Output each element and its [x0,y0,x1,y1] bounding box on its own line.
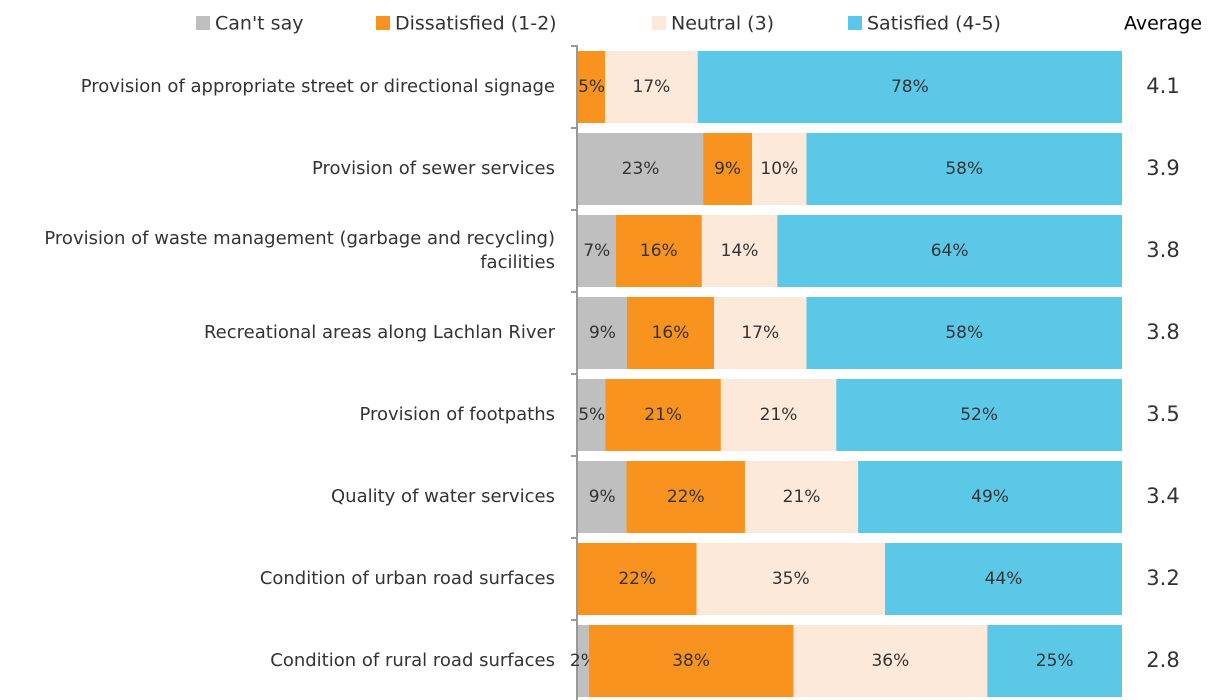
data-label: 35% [772,569,810,589]
category-label: Provision of waste management (garbage a… [44,228,555,273]
bar-segment [752,133,807,205]
bar-segment [885,543,1122,615]
legend-swatch [196,16,210,30]
data-label: 38% [672,651,710,671]
data-label: 78% [891,77,929,97]
legend-swatch [848,16,862,30]
legend-swatch [652,16,666,30]
category-label: Provision of sewer services [311,158,555,179]
data-label: 64% [931,241,969,261]
bar-segment [806,133,1122,205]
bar-segment [626,461,745,533]
bar-segment [626,297,714,369]
bar-segment [578,379,606,451]
bar-segment [578,51,606,123]
legend-label: Dissatisfied (1-2) [395,13,557,35]
data-label: 49% [971,487,1009,507]
data-label: 58% [945,159,983,179]
data-label: 9% [589,323,616,343]
data-label: 25% [1036,651,1074,671]
bar-segment [615,215,702,287]
data-label: 17% [741,323,779,343]
data-label: 52% [960,405,998,425]
bar-segment [605,379,721,451]
bar-segment [578,625,589,697]
average-value: 3.9 [1146,156,1179,180]
data-label: 10% [760,159,798,179]
bar-segment [836,379,1122,451]
data-label: 16% [640,241,678,261]
data-label: 5% [578,77,605,97]
data-label: 9% [589,487,616,507]
bar-segment [697,51,1122,123]
data-label: 21% [760,405,798,425]
bar-segment [588,625,794,697]
legend-label: Neutral (3) [671,13,774,35]
legend-swatch [376,16,390,30]
data-label: 7% [583,241,610,261]
data-label: 22% [667,487,705,507]
data-label: 44% [985,569,1023,589]
bar-segment [793,625,988,697]
average-value: 3.8 [1146,320,1179,344]
average-value: 2.8 [1146,648,1179,672]
category-label: Quality of water services [331,486,555,507]
legend-label: Satisfied (4-5) [867,13,1001,35]
category-label: Condition of rural road surfaces [270,650,555,671]
bar-segment [578,133,704,205]
average-value: 4.1 [1146,74,1179,98]
bar-segment [720,379,837,451]
bar-segment [858,461,1122,533]
data-label: 9% [714,159,741,179]
legend-label: Can't say [215,13,303,35]
data-label: 14% [721,241,759,261]
bar-segment [703,133,753,205]
bar-segment [806,297,1122,369]
data-label: 36% [871,651,909,671]
bar-segment [578,215,616,287]
data-label: 17% [633,77,671,97]
data-label: 21% [644,405,682,425]
category-label: Condition of urban road surfaces [259,568,555,589]
bar-segment [578,543,697,615]
bar-segment [701,215,778,287]
bar-segment [578,461,627,533]
category-label: Provision of appropriate street or direc… [80,76,555,97]
data-label: 5% [578,405,605,425]
bar-segment [696,543,886,615]
average-value: 3.2 [1146,566,1179,590]
data-label: 58% [945,323,983,343]
average-header: Average [1124,13,1202,35]
average-value: 3.5 [1146,402,1179,426]
average-value: 3.4 [1146,484,1179,508]
bar-segment [578,297,627,369]
data-label: 16% [652,323,690,343]
category-label: Recreational areas along Lachlan River [203,322,555,343]
data-label: 21% [783,487,821,507]
data-label: 23% [622,159,660,179]
bar-segment [605,51,698,123]
category-label: Provision of footpaths [359,404,555,425]
bar-segment [714,297,807,369]
bar-segment [744,461,859,533]
bar-segment [777,215,1122,287]
data-label: 22% [618,569,656,589]
bar-segment [987,625,1122,697]
average-value: 3.8 [1146,238,1179,262]
